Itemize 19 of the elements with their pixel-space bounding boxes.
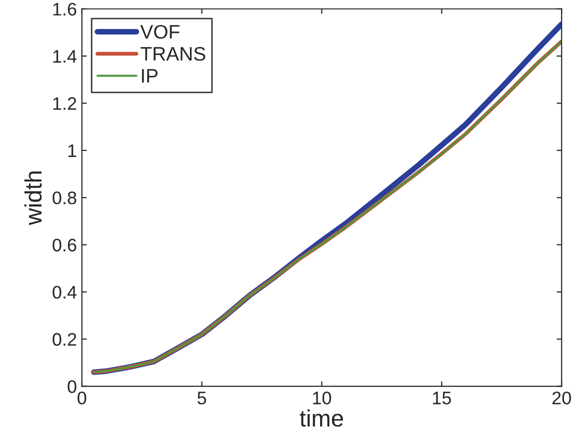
x-tick-label: 5 bbox=[198, 392, 206, 404]
y-tick-label: 1.4 bbox=[53, 50, 77, 63]
y-tick-label: 1 bbox=[68, 144, 76, 157]
y-tick-label: 0.6 bbox=[52, 238, 76, 252]
x-tick-label: 15 bbox=[433, 392, 451, 404]
y-axis-title: width bbox=[24, 172, 42, 226]
y-tick-label: 1.6 bbox=[53, 2, 76, 16]
y-tick-label: 0 bbox=[68, 380, 76, 393]
y-tick-label: 0.4 bbox=[52, 286, 77, 299]
legend-label: TRANS bbox=[140, 46, 206, 61]
x-axis-title: time bbox=[300, 409, 344, 427]
x-tick-label: 20 bbox=[552, 392, 571, 404]
y-tick-label: 0.8 bbox=[52, 192, 76, 204]
x-tick-label: 10 bbox=[313, 392, 332, 404]
legend-label: IP bbox=[142, 69, 158, 83]
y-tick-label: 0.2 bbox=[52, 333, 76, 346]
y-tick-label: 1.2 bbox=[53, 97, 76, 110]
legend-label: VOF bbox=[140, 24, 180, 39]
x-tick-label: 0 bbox=[78, 392, 86, 404]
